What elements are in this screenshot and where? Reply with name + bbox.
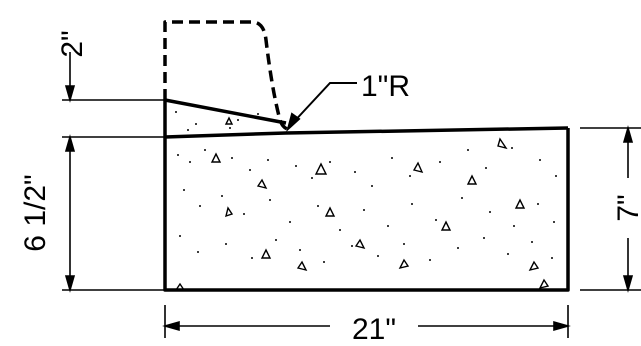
bottom-extension-lines [164, 305, 569, 338]
concrete-stipple [175, 109, 557, 263]
dim-7in-label: 7" [612, 194, 641, 221]
dim-2in-arrow [64, 52, 76, 103]
dim-21in-label: 21" [352, 313, 396, 346]
radius-leader [286, 82, 357, 133]
dim-2in-label: 2" [56, 30, 89, 57]
curb-dashed-outline [163, 20, 293, 132]
dim-21in-arrow [162, 320, 571, 332]
right-extension-lines [580, 127, 641, 291]
dim-6-5in-arrow [64, 134, 76, 293]
concrete-aggregate-triangles [174, 116, 550, 291]
dim-6-5in-label: 6 1/2" [19, 174, 52, 251]
radius-label: 1"R [361, 70, 410, 103]
concrete-outline [163, 98, 570, 292]
dim-7in-arrow [622, 125, 634, 293]
left-extension-lines [62, 99, 165, 291]
